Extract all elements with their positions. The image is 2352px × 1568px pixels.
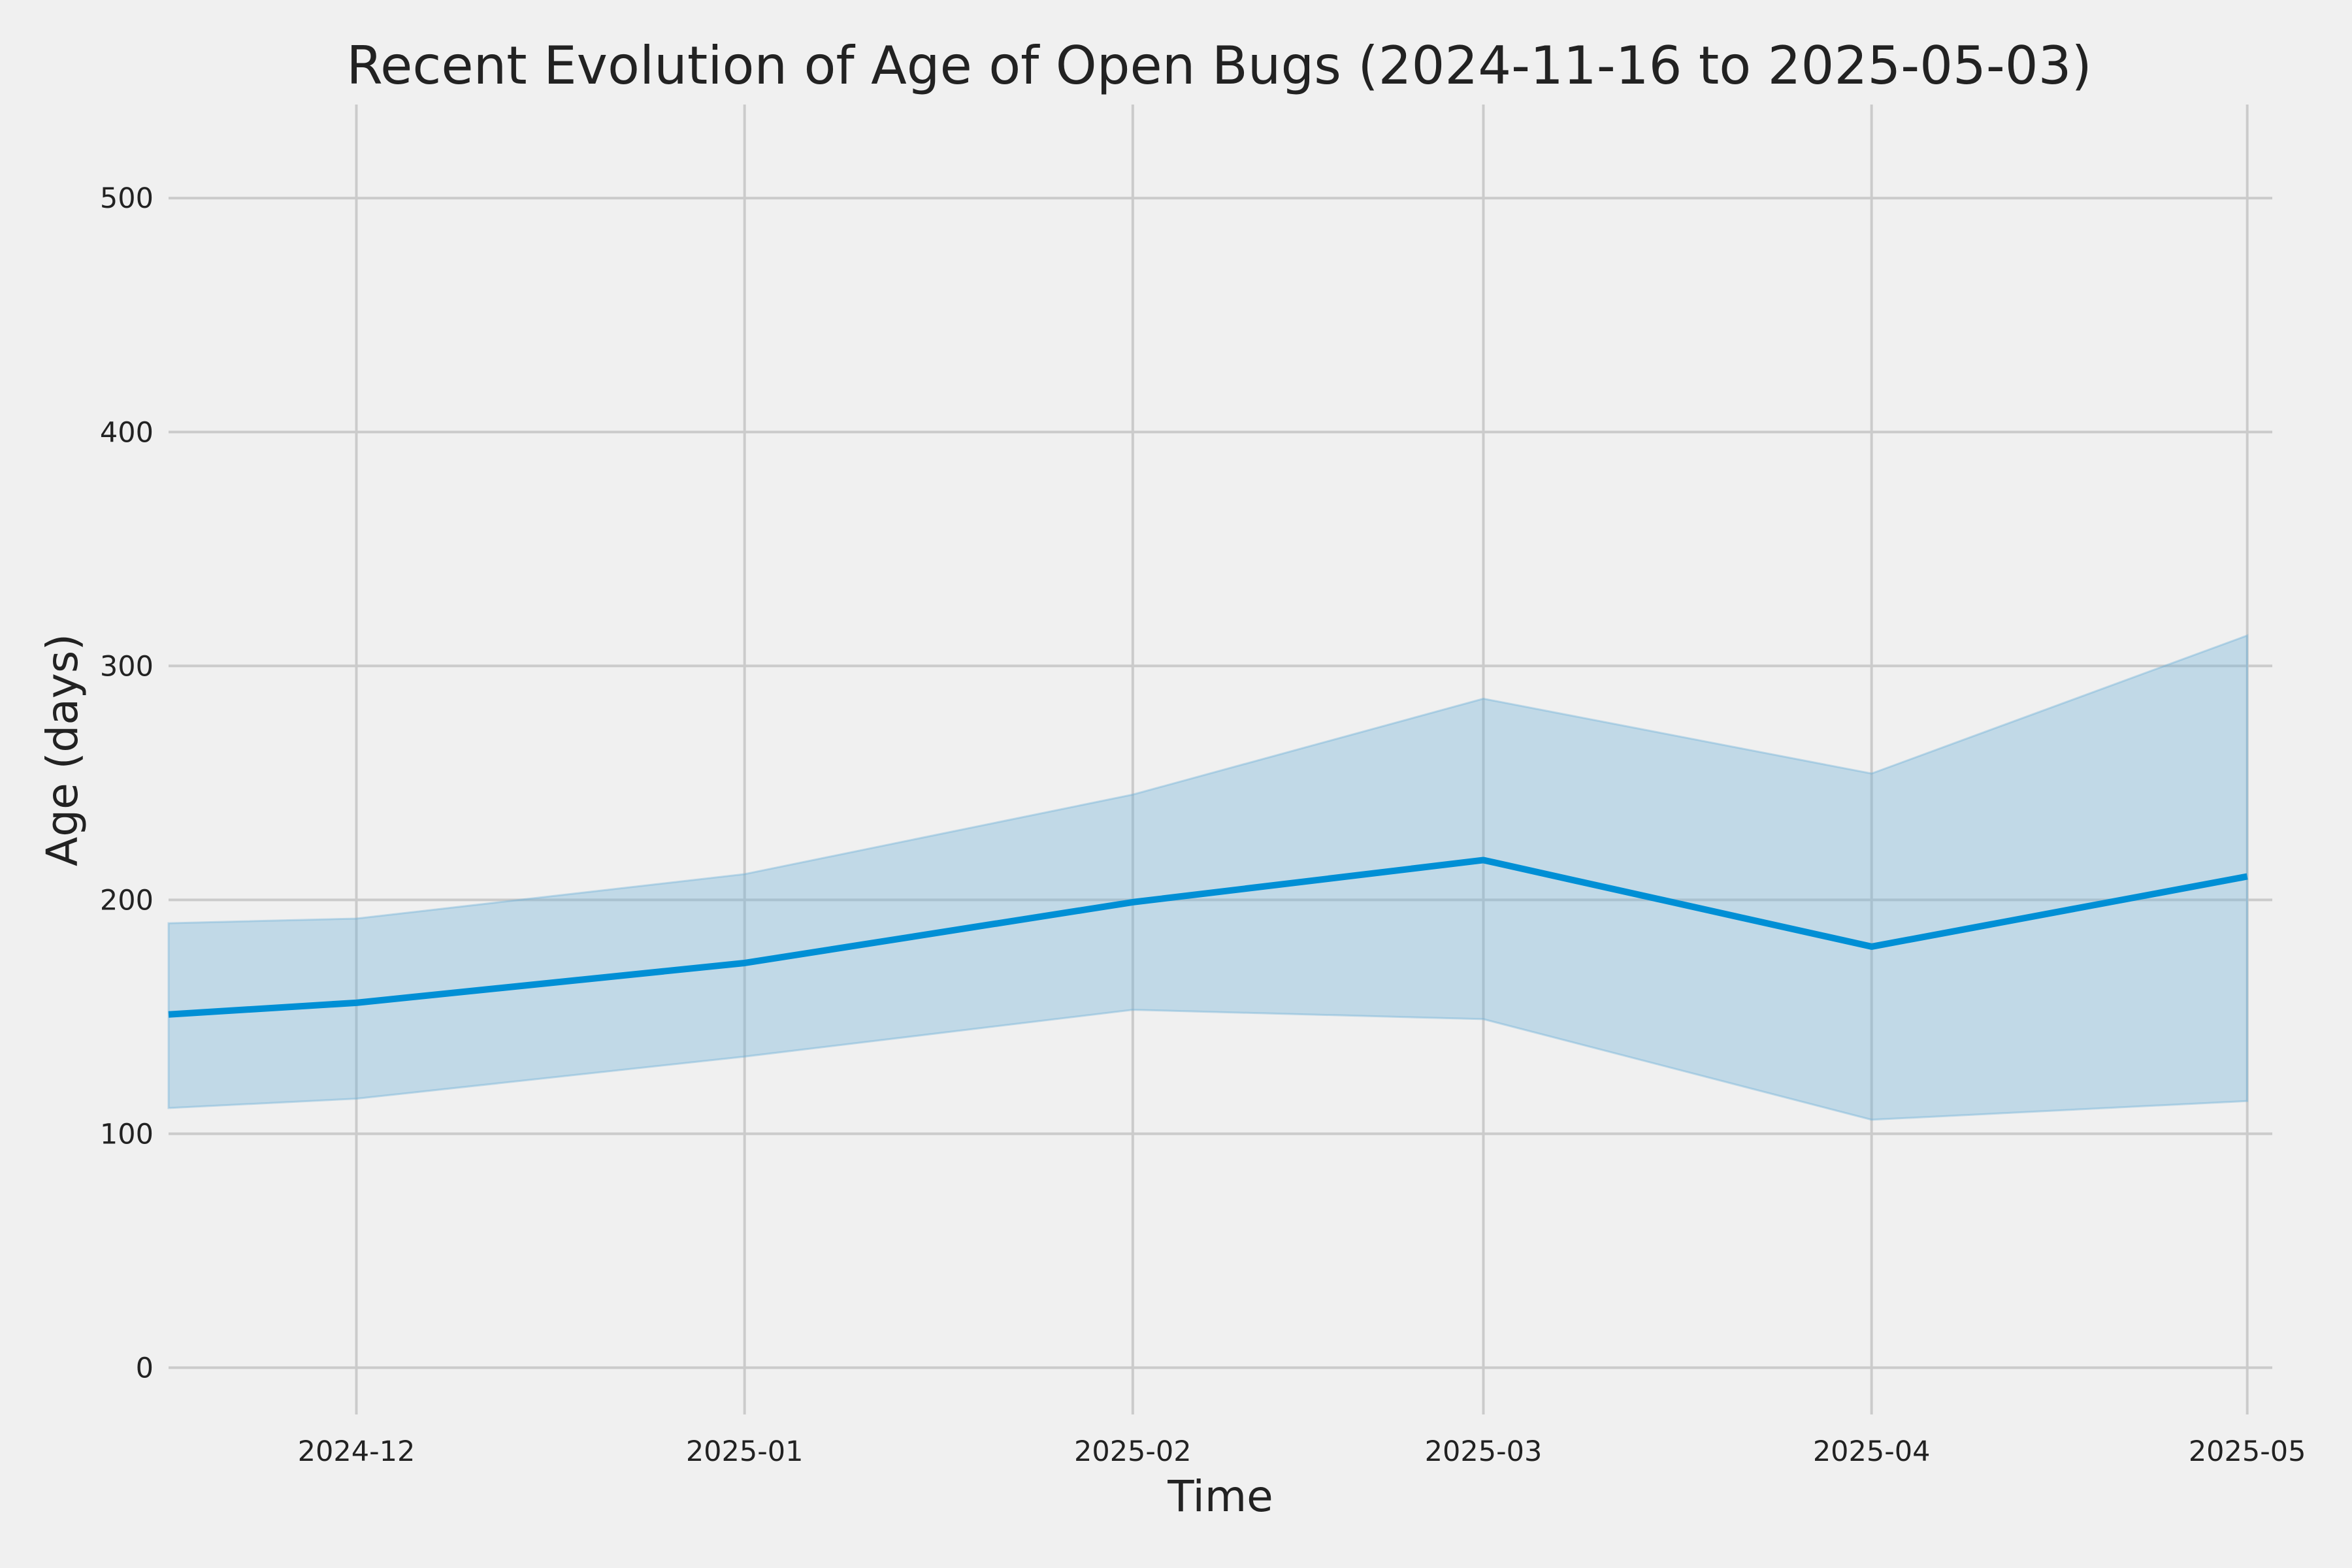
x-tick-label: 2025-05 — [2189, 1435, 2306, 1468]
chart-title: Recent Evolution of Age of Open Bugs (20… — [346, 35, 2092, 96]
y-tick-label: 300 — [100, 650, 154, 683]
band-area — [167, 634, 2249, 1121]
age-line — [168, 857, 2248, 1018]
series-line — [168, 857, 2248, 1018]
grid-lines — [169, 105, 2272, 1414]
x-axis-label: Time — [1167, 1471, 1273, 1522]
y-axis-label: Age (days) — [37, 634, 88, 866]
y-tick-label: 200 — [100, 884, 154, 917]
y-tick-label: 400 — [100, 416, 154, 449]
x-tick-label: 2025-04 — [1813, 1435, 1931, 1468]
y-tick-labels: 0 100 200 300 400 500 — [100, 182, 154, 1384]
y-tick-label: 500 — [100, 182, 154, 215]
x-tick-label: 2025-03 — [1425, 1435, 1543, 1468]
x-tick-label: 2025-01 — [686, 1435, 804, 1468]
x-tick-label: 2025-02 — [1074, 1435, 1192, 1468]
confidence-band — [167, 634, 2249, 1121]
y-tick-label: 100 — [100, 1118, 154, 1151]
x-tick-labels: 2024-12 2025-01 2025-02 2025-03 2025-04 2025-… — [298, 1435, 2306, 1468]
x-tick-label: 2024-12 — [298, 1435, 416, 1468]
y-tick-label: 0 — [136, 1352, 154, 1384]
